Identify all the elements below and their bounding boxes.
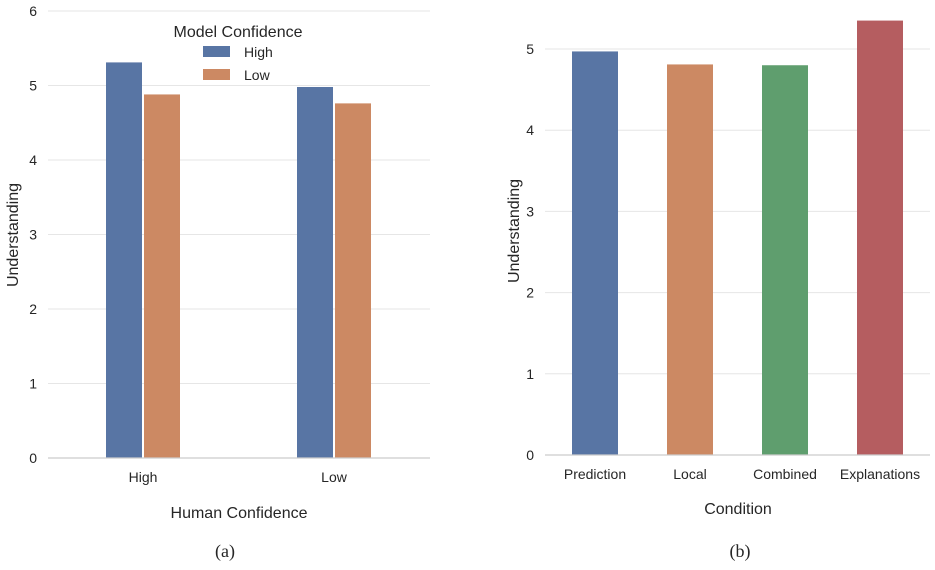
panel-b-y-tick-label: 0 [526,447,534,463]
panel-a-x-tick-label: High [129,469,158,485]
panel-a-y-tick-label: 0 [29,450,37,466]
legend-swatch-low [203,69,230,80]
bar-low-human-high-model [297,86,333,459]
bar-high-human-low-model [144,94,180,458]
bar-combined [762,65,808,456]
panel-b-caption: (b) [730,541,751,562]
bar-low-human-low-model [335,103,371,458]
panel-b-x-tick-label: Prediction [564,466,626,482]
panel-b-y-tick-label: 1 [526,366,534,382]
panel-b-y-axis-label: Understanding [506,179,523,283]
legend-label-high: High [244,44,273,60]
panel-b-chart: 0 1 2 3 4 5 Prediction Local Combined Explanatio… [506,20,930,562]
panel-a-y-tick-label: 6 [29,3,37,19]
legend-swatch-high [203,46,230,57]
panel-b-y-tick-label: 3 [526,203,534,219]
bar-prediction [572,51,618,455]
panel-b-x-tick-label: Combined [753,466,817,482]
panel-b-x-axis-label: Condition [704,501,772,518]
panel-b-y-tick-label: 2 [526,285,534,301]
panel-a-y-axis-label: Understanding [5,183,22,287]
panel-a-x-tick-label: Low [321,469,348,485]
bar-high-human-high-model [106,62,142,458]
panel-a-chart: 0 1 2 3 4 5 6 High Low Understanding Human Conf… [5,3,430,562]
panel-a-x-axis-label: Human Confidence [171,505,308,522]
panel-a-y-tick-label: 1 [29,376,37,392]
panel-a-y-tick-label: 4 [29,152,37,168]
panel-a-legend: Model Confidence High Low [166,19,310,85]
panel-a-caption: (a) [215,541,235,562]
legend-background [166,19,310,85]
bar-local [667,64,713,455]
panel-a-y-tick-label: 2 [29,301,37,317]
panel-a-y-tick-label: 3 [29,227,37,243]
bar-explanations [857,20,903,456]
legend-title: Model Confidence [174,24,303,41]
panel-a-y-tick-label: 5 [29,78,37,94]
panel-b-y-tick-label: 4 [526,122,534,138]
panel-b-y-tick-label: 5 [526,41,534,57]
panel-b-x-tick-label: Local [673,466,706,482]
panel-b-x-tick-label: Explanations [840,466,920,482]
legend-label-low: Low [244,67,271,83]
